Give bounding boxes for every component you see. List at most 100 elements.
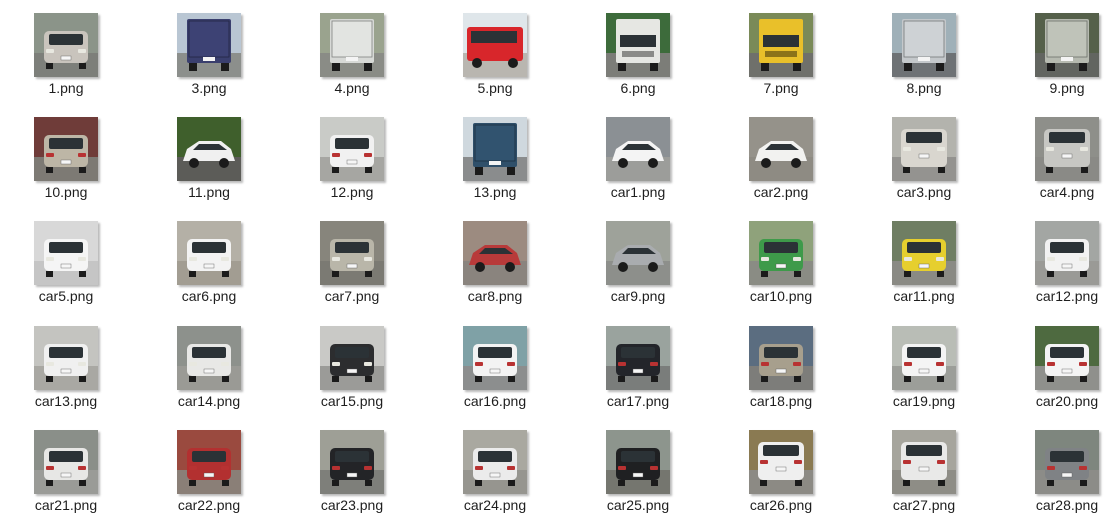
image-thumbnail[interactable] xyxy=(749,430,813,494)
file-name-label[interactable]: car14.png xyxy=(177,393,241,409)
file-name-label[interactable]: car26.png xyxy=(749,497,813,513)
file-name-label[interactable]: car9.png xyxy=(610,288,666,304)
file-name-label[interactable]: car20.png xyxy=(1035,393,1099,409)
file-item[interactable]: car4.png xyxy=(1002,107,1107,211)
file-item[interactable]: car26.png xyxy=(716,420,846,524)
image-thumbnail[interactable] xyxy=(463,117,527,181)
image-thumbnail[interactable] xyxy=(1035,430,1099,494)
file-name-label[interactable]: 9.png xyxy=(1049,80,1085,96)
image-thumbnail[interactable] xyxy=(177,117,241,181)
file-item[interactable]: 12.png xyxy=(287,107,417,211)
file-item[interactable]: 13.png xyxy=(430,107,560,211)
file-item[interactable]: 10.png xyxy=(1,107,131,211)
image-thumbnail[interactable] xyxy=(177,326,241,390)
image-thumbnail[interactable] xyxy=(320,13,384,77)
file-name-label[interactable]: car11.png xyxy=(893,288,955,304)
file-item[interactable]: car22.png xyxy=(144,420,274,524)
file-name-label[interactable]: 5.png xyxy=(477,80,513,96)
image-thumbnail[interactable] xyxy=(1035,13,1099,77)
file-name-label[interactable]: car5.png xyxy=(38,288,94,304)
file-item[interactable]: car2.png xyxy=(716,107,846,211)
image-thumbnail[interactable] xyxy=(320,326,384,390)
file-item[interactable]: car3.png xyxy=(859,107,989,211)
file-name-label[interactable]: car8.png xyxy=(467,288,523,304)
file-item[interactable]: 8.png xyxy=(859,3,989,107)
file-name-label[interactable]: car3.png xyxy=(896,184,952,200)
file-name-label[interactable]: 8.png xyxy=(906,80,942,96)
file-name-label[interactable]: car18.png xyxy=(749,393,813,409)
file-name-label[interactable]: 6.png xyxy=(620,80,656,96)
file-item[interactable]: 9.png xyxy=(1002,3,1107,107)
image-thumbnail[interactable] xyxy=(892,326,956,390)
file-item[interactable]: car5.png xyxy=(1,211,131,315)
image-thumbnail[interactable] xyxy=(749,326,813,390)
file-name-label[interactable]: 13.png xyxy=(473,184,517,200)
file-name-label[interactable]: car6.png xyxy=(181,288,237,304)
file-item[interactable]: car28.png xyxy=(1002,420,1107,524)
image-thumbnail[interactable] xyxy=(892,13,956,77)
image-thumbnail[interactable] xyxy=(177,13,241,77)
image-thumbnail[interactable] xyxy=(34,430,98,494)
image-thumbnail[interactable] xyxy=(177,221,241,285)
image-thumbnail[interactable] xyxy=(463,221,527,285)
file-item[interactable]: car20.png xyxy=(1002,316,1107,420)
image-thumbnail[interactable] xyxy=(606,430,670,494)
image-thumbnail[interactable] xyxy=(892,430,956,494)
image-thumbnail[interactable] xyxy=(320,117,384,181)
file-item[interactable]: car11.png xyxy=(859,211,989,315)
file-item[interactable]: car25.png xyxy=(573,420,703,524)
image-thumbnail[interactable] xyxy=(34,221,98,285)
image-thumbnail[interactable] xyxy=(1035,117,1099,181)
file-item[interactable]: car7.png xyxy=(287,211,417,315)
file-item[interactable]: car14.png xyxy=(144,316,274,420)
file-item[interactable]: 11.png xyxy=(144,107,274,211)
image-thumbnail[interactable] xyxy=(749,221,813,285)
file-name-label[interactable]: car22.png xyxy=(177,497,241,513)
image-thumbnail[interactable] xyxy=(34,13,98,77)
file-name-label[interactable]: car27.png xyxy=(892,497,956,513)
file-name-label[interactable]: car19.png xyxy=(892,393,956,409)
file-name-label[interactable]: 7.png xyxy=(763,80,799,96)
file-name-label[interactable]: car15.png xyxy=(320,393,384,409)
file-item[interactable]: 7.png xyxy=(716,3,846,107)
file-item[interactable]: car21.png xyxy=(1,420,131,524)
image-thumbnail[interactable] xyxy=(749,117,813,181)
file-item[interactable]: car9.png xyxy=(573,211,703,315)
file-name-label[interactable]: car16.png xyxy=(463,393,527,409)
image-thumbnail[interactable] xyxy=(606,13,670,77)
file-item[interactable]: car19.png xyxy=(859,316,989,420)
file-name-label[interactable]: 1.png xyxy=(48,80,84,96)
file-item[interactable]: car10.png xyxy=(716,211,846,315)
image-thumbnail[interactable] xyxy=(1035,326,1099,390)
file-item[interactable]: car1.png xyxy=(573,107,703,211)
file-name-label[interactable]: car28.png xyxy=(1035,497,1099,513)
file-item[interactable]: 5.png xyxy=(430,3,560,107)
file-item[interactable]: 3.png xyxy=(144,3,274,107)
file-name-label[interactable]: car24.png xyxy=(463,497,527,513)
file-item[interactable]: car24.png xyxy=(430,420,560,524)
image-thumbnail[interactable] xyxy=(34,326,98,390)
image-thumbnail[interactable] xyxy=(34,117,98,181)
file-item[interactable]: car12.png xyxy=(1002,211,1107,315)
image-thumbnail[interactable] xyxy=(892,221,956,285)
file-name-label[interactable]: car4.png xyxy=(1039,184,1095,200)
file-item[interactable]: car6.png xyxy=(144,211,274,315)
file-name-label[interactable]: car2.png xyxy=(753,184,809,200)
image-thumbnail[interactable] xyxy=(606,326,670,390)
file-name-label[interactable]: 10.png xyxy=(44,184,88,200)
image-thumbnail[interactable] xyxy=(463,13,527,77)
file-name-label[interactable]: 12.png xyxy=(330,184,374,200)
file-item[interactable]: 4.png xyxy=(287,3,417,107)
image-thumbnail[interactable] xyxy=(320,430,384,494)
file-name-label[interactable]: car25.png xyxy=(606,497,670,513)
image-thumbnail[interactable] xyxy=(892,117,956,181)
file-item[interactable]: car16.png xyxy=(430,316,560,420)
file-name-label[interactable]: 4.png xyxy=(334,80,370,96)
image-thumbnail[interactable] xyxy=(606,221,670,285)
file-name-label[interactable]: car1.png xyxy=(610,184,666,200)
file-item[interactable]: car27.png xyxy=(859,420,989,524)
image-thumbnail[interactable] xyxy=(749,13,813,77)
file-name-label[interactable]: car21.png xyxy=(34,497,98,513)
file-name-label[interactable]: car17.png xyxy=(606,393,670,409)
file-item[interactable]: car8.png xyxy=(430,211,560,315)
